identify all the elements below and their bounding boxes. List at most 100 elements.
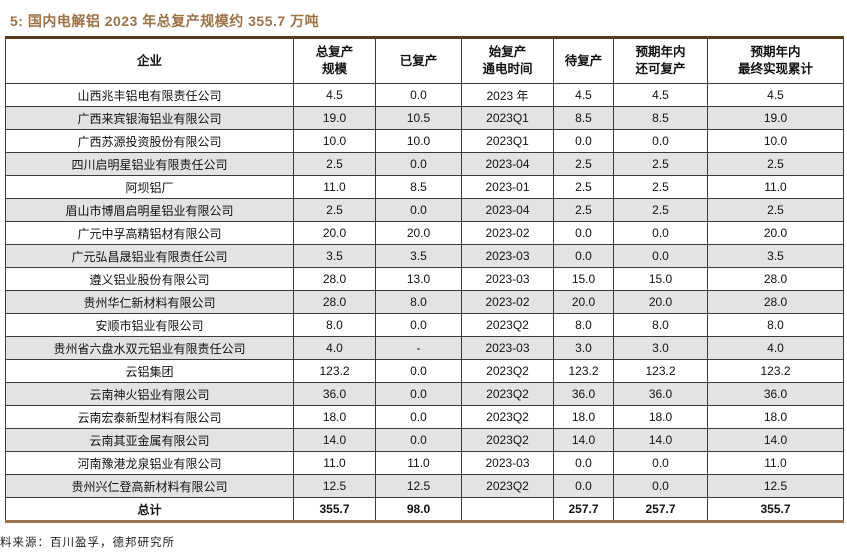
- total-scale-cell: 4.0: [293, 336, 376, 360]
- expected-more-cell: 8.5: [613, 106, 708, 130]
- company-name-cell: 遵义铝业股份有限公司: [5, 267, 294, 291]
- pending-cell: 0.0: [553, 451, 614, 475]
- pending-cell: 36.0: [553, 382, 614, 406]
- start-time-cell: 2023-04: [461, 198, 554, 222]
- resumed-cell: 0.0: [375, 83, 462, 107]
- pending-cell: 18.0: [553, 405, 614, 429]
- table-row: 遵义铝业股份有限公司 28.0 13.0 2023-03 15.0 15.0 2…: [5, 267, 844, 291]
- resumed-cell: 3.5: [375, 244, 462, 268]
- expected-final-cell: 11.0: [707, 451, 844, 475]
- resumed-cell: 0.0: [375, 198, 462, 222]
- total-resumed-value: 98.0: [375, 497, 462, 522]
- company-name-cell: 贵州华仁新材料有限公司: [5, 290, 294, 314]
- header-company: 企业: [5, 37, 294, 84]
- total-expected-final-value: 355.7: [707, 497, 844, 522]
- total-scale-cell: 28.0: [293, 290, 376, 314]
- start-time-cell: 2023 年: [461, 83, 554, 107]
- pending-cell: 0.0: [553, 129, 614, 153]
- table-row: 云南宏泰新型材料有限公司 18.0 0.0 2023Q2 18.0 18.0 1…: [5, 405, 844, 429]
- total-scale-cell: 19.0: [293, 106, 376, 130]
- expected-final-cell: 20.0: [707, 221, 844, 245]
- resumed-cell: 8.0: [375, 290, 462, 314]
- expected-final-cell: 3.5: [707, 244, 844, 268]
- table-row: 云南神火铝业有限公司 36.0 0.0 2023Q2 36.0 36.0 36.…: [5, 382, 844, 406]
- expected-final-cell: 10.0: [707, 129, 844, 153]
- table-row: 眉山市博眉启明星铝业有限公司 2.5 0.0 2023-04 2.5 2.5 2…: [5, 198, 844, 222]
- start-time-cell: 2023-03: [461, 336, 554, 360]
- expected-final-cell: 28.0: [707, 267, 844, 291]
- pending-cell: 14.0: [553, 428, 614, 452]
- expected-more-cell: 18.0: [613, 405, 708, 429]
- resumed-cell: 0.0: [375, 382, 462, 406]
- start-time-cell: 2023Q2: [461, 405, 554, 429]
- pending-cell: 3.0: [553, 336, 614, 360]
- expected-final-cell: 11.0: [707, 175, 844, 199]
- header-expected-more: 预期年内 还可复产: [613, 37, 708, 84]
- expected-final-cell: 28.0: [707, 290, 844, 314]
- total-scale-cell: 3.5: [293, 244, 376, 268]
- expected-final-cell: 14.0: [707, 428, 844, 452]
- table-row: 云铝集团 123.2 0.0 2023Q2 123.2 123.2 123.2: [5, 359, 844, 383]
- pending-cell: 2.5: [553, 198, 614, 222]
- expected-more-cell: 2.5: [613, 152, 708, 176]
- table-row: 阿坝铝厂 11.0 8.5 2023-01 2.5 2.5 11.0: [5, 175, 844, 199]
- resumed-cell: 8.5: [375, 175, 462, 199]
- header-row: 企业 总复产 规模 已复产 始复产 通电时间 待复产 预期年内 还可复产 预期年…: [5, 37, 844, 84]
- company-name-cell: 广元弘昌晟铝业有限责任公司: [5, 244, 294, 268]
- expected-more-cell: 0.0: [613, 474, 708, 498]
- total-scale-cell: 11.0: [293, 451, 376, 475]
- company-name-cell: 安顺市铝业有限公司: [5, 313, 294, 337]
- total-scale-cell: 4.5: [293, 83, 376, 107]
- header-pending: 待复产: [553, 37, 614, 84]
- total-scale-cell: 123.2: [293, 359, 376, 383]
- resumed-cell: 0.0: [375, 152, 462, 176]
- start-time-cell: 2023Q2: [461, 382, 554, 406]
- company-name-cell: 云南宏泰新型材料有限公司: [5, 405, 294, 429]
- figure-title: 5: 国内电解铝 2023 年总复产规模约 355.7 万吨: [10, 13, 320, 29]
- pending-cell: 15.0: [553, 267, 614, 291]
- total-label: 总计: [5, 497, 294, 522]
- company-name-cell: 广西苏源投资股份有限公司: [5, 129, 294, 153]
- total-scale-cell: 36.0: [293, 382, 376, 406]
- resumed-cell: 20.0: [375, 221, 462, 245]
- table-row: 广西苏源投资股份有限公司 10.0 10.0 2023Q1 0.0 0.0 10…: [5, 129, 844, 153]
- expected-more-cell: 20.0: [613, 290, 708, 314]
- start-time-cell: 2023-03: [461, 244, 554, 268]
- start-time-cell: 2023-01: [461, 175, 554, 199]
- pending-cell: 4.5: [553, 83, 614, 107]
- table-row: 贵州兴仁登高新材料有限公司 12.5 12.5 2023Q2 0.0 0.0 1…: [5, 474, 844, 498]
- company-name-cell: 四川启明星铝业有限责任公司: [5, 152, 294, 176]
- resumed-cell: 11.0: [375, 451, 462, 475]
- company-name-cell: 广元中孚高精铝材有限公司: [5, 221, 294, 245]
- resumed-cell: 10.5: [375, 106, 462, 130]
- total-scale-cell: 20.0: [293, 221, 376, 245]
- expected-more-cell: 0.0: [613, 221, 708, 245]
- company-name-cell: 山西兆丰铝电有限责任公司: [5, 83, 294, 107]
- source-note: 料来源：百川盈孚，德邦研究所: [0, 537, 175, 549]
- table-row: 贵州省六盘水双元铝业有限责任公司 4.0 - 2023-03 3.0 3.0 4…: [5, 336, 844, 360]
- start-time-cell: 2023-02: [461, 290, 554, 314]
- expected-more-cell: 4.5: [613, 83, 708, 107]
- expected-more-cell: 2.5: [613, 175, 708, 199]
- expected-more-cell: 36.0: [613, 382, 708, 406]
- expected-final-cell: 4.5: [707, 83, 844, 107]
- expected-more-cell: 123.2: [613, 359, 708, 383]
- resumed-cell: 0.0: [375, 405, 462, 429]
- company-name-cell: 贵州省六盘水双元铝业有限责任公司: [5, 336, 294, 360]
- start-time-cell: 2023-03: [461, 451, 554, 475]
- pending-cell: 0.0: [553, 474, 614, 498]
- pending-cell: 8.0: [553, 313, 614, 337]
- company-name-cell: 河南豫港龙泉铝业有限公司: [5, 451, 294, 475]
- resumed-cell: 13.0: [375, 267, 462, 291]
- header-resumed: 已复产: [375, 37, 462, 84]
- start-time-cell: 2023-02: [461, 221, 554, 245]
- start-time-cell: 2023-04: [461, 152, 554, 176]
- expected-final-cell: 4.0: [707, 336, 844, 360]
- total-start-time-empty: [461, 497, 554, 522]
- header-total-scale: 总复产 规模: [293, 37, 376, 84]
- expected-final-cell: 12.5: [707, 474, 844, 498]
- pending-cell: 20.0: [553, 290, 614, 314]
- company-name-cell: 阿坝铝厂: [5, 175, 294, 199]
- pending-cell: 2.5: [553, 152, 614, 176]
- expected-final-cell: 8.0: [707, 313, 844, 337]
